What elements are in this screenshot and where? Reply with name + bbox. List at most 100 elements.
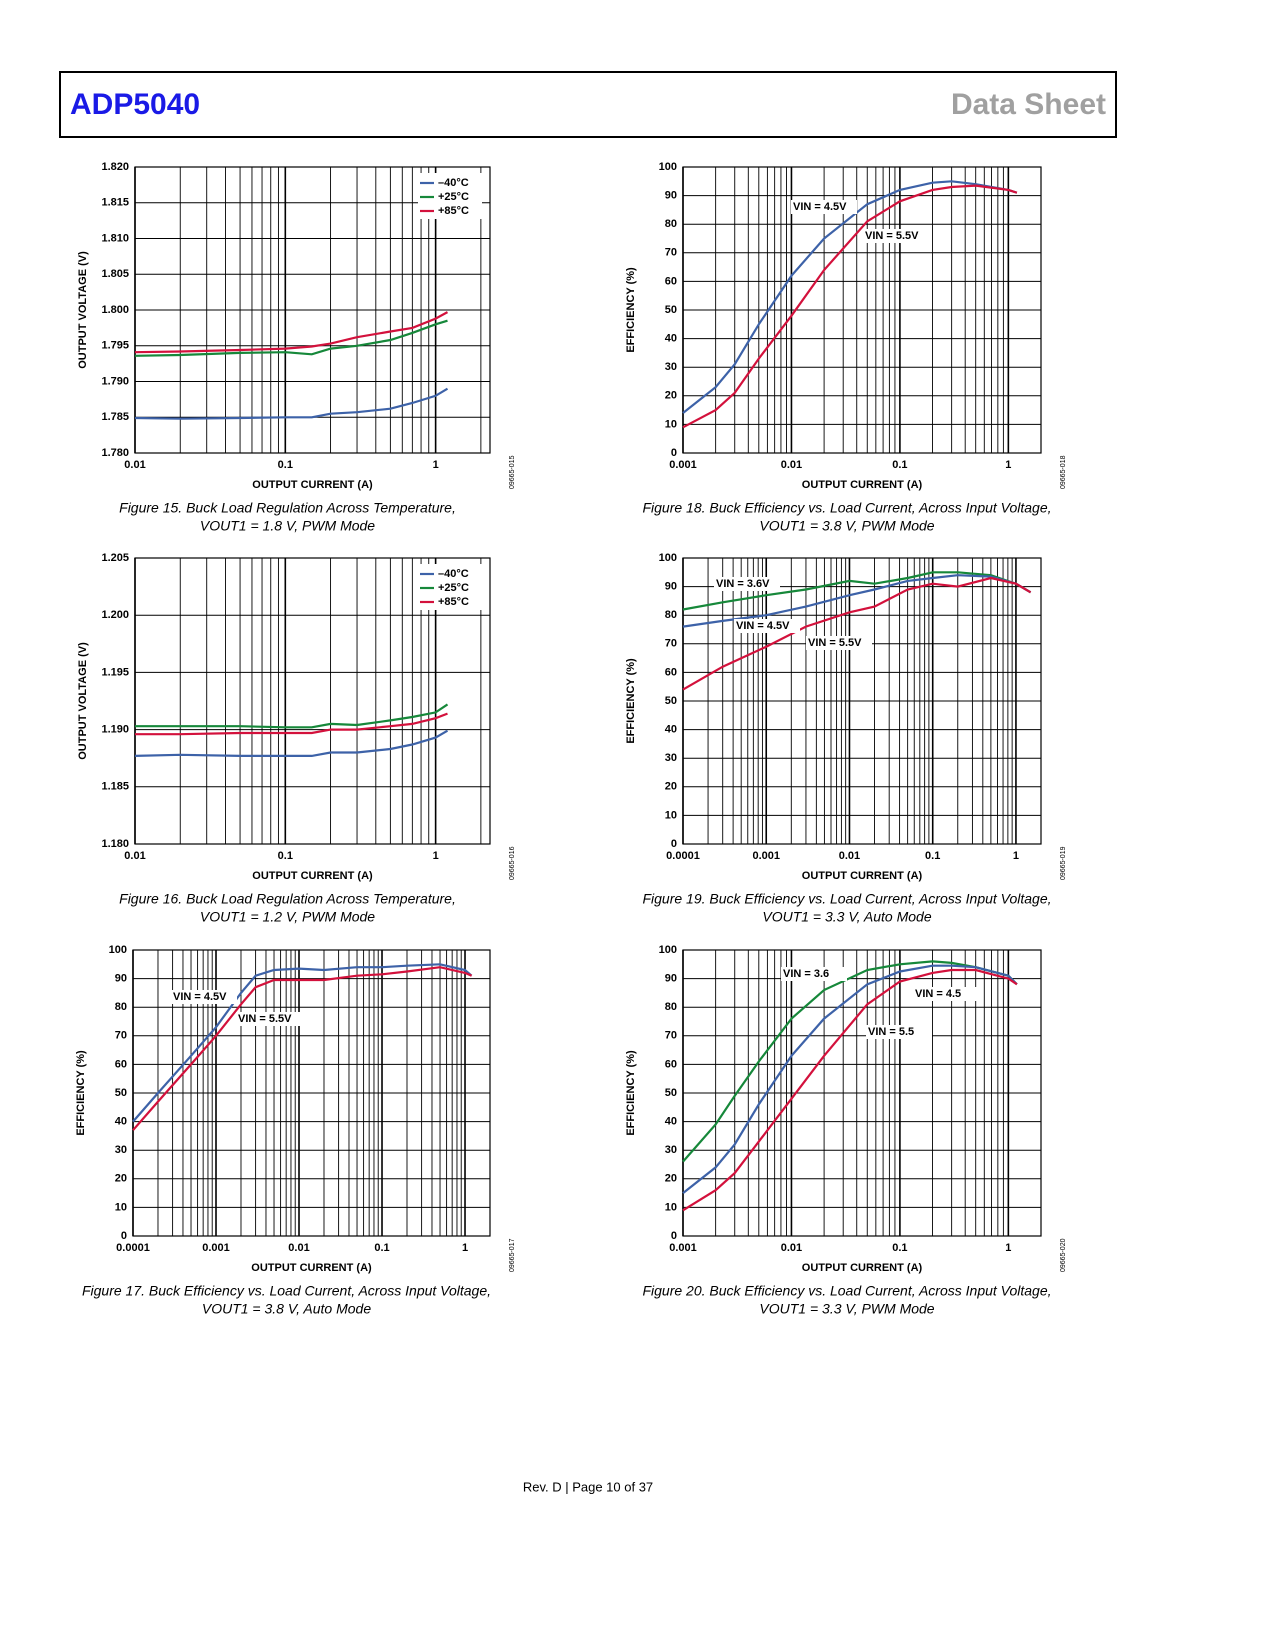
series-annotation: VIN = 5.5 (868, 1026, 914, 1038)
data-line (132, 963, 473, 1123)
y-axis-label: OUTPUT VOLTAGE (V) (77, 642, 89, 760)
y-tick-label: 1.190 (101, 724, 129, 736)
annotation-bg (866, 1025, 932, 1039)
y-tick-label: 40 (665, 724, 677, 736)
y-tick-label: 100 (659, 944, 677, 956)
series-annotation: VIN = 5.5V (238, 1013, 292, 1025)
y-tick-label: 60 (665, 275, 677, 287)
figure-code: 09665-015 (509, 455, 516, 489)
y-axis-label: EFFICIENCY (%) (625, 267, 637, 353)
y-tick-label: 1.800 (101, 304, 129, 316)
y-tick-label: 1.195 (101, 666, 129, 678)
x-axis-label: OUTPUT CURRENT (A) (251, 1262, 372, 1274)
y-tick-label: 50 (665, 304, 677, 316)
x-tick-label: 0.01 (839, 850, 860, 862)
figure-caption: VOUT1 = 1.8 V, PWM Mode (200, 518, 375, 534)
annotation-bg (863, 229, 929, 243)
figure-caption: VOUT1 = 3.8 V, PWM Mode (759, 518, 934, 534)
y-tick-label: 100 (109, 944, 127, 956)
series-annotation: VIN = 4.5V (173, 991, 227, 1003)
legend-label: +85°C (438, 205, 469, 217)
data-line (682, 968, 1018, 1212)
figure-caption: Figure 16. Buck Load Regulation Across T… (119, 891, 456, 907)
x-tick-label: 0.001 (202, 1242, 230, 1254)
figure-caption: Figure 18. Buck Efficiency vs. Load Curr… (642, 500, 1051, 516)
y-tick-label: 80 (115, 1001, 127, 1013)
data-line (682, 576, 1032, 691)
legend-label: +25°C (438, 582, 469, 594)
y-axis-label: EFFICIENCY (%) (625, 1050, 637, 1136)
y-tick-label: 30 (115, 1144, 127, 1156)
x-tick-label: 1 (1005, 1242, 1011, 1254)
data-line (134, 729, 449, 757)
series-annotation: VIN = 4.5V (793, 201, 847, 213)
figure-caption: Figure 17. Buck Efficiency vs. Load Curr… (82, 1283, 491, 1299)
figure-caption: VOUT1 = 3.8 V, Auto Mode (202, 1301, 371, 1317)
y-tick-label: 50 (115, 1087, 127, 1099)
x-tick-label: 0.1 (892, 459, 907, 471)
y-tick-label: 0 (671, 1230, 677, 1242)
data-line (682, 574, 1032, 628)
y-tick-label: 60 (665, 1058, 677, 1070)
x-tick-label: 0.01 (781, 459, 802, 471)
series-annotation: VIN = 4.5 (915, 988, 961, 1000)
y-tick-label: 60 (665, 666, 677, 678)
y-tick-label: 30 (665, 1144, 677, 1156)
figure-code: 09665-016 (509, 846, 516, 880)
y-tick-label: 0 (671, 447, 677, 459)
data-line (134, 311, 449, 354)
data-line (682, 180, 1018, 414)
y-tick-label: 10 (115, 1201, 127, 1213)
x-tick-label: 1 (433, 459, 439, 471)
data-line (134, 387, 449, 420)
y-tick-label: 20 (665, 781, 677, 793)
legend-label: –40°C (438, 568, 469, 580)
y-tick-label: 80 (665, 1001, 677, 1013)
x-tick-label: 0.0001 (116, 1242, 150, 1254)
y-tick-label: 1.795 (101, 340, 129, 352)
y-tick-label: 50 (665, 1087, 677, 1099)
series-annotation: VIN = 4.5V (736, 620, 790, 632)
figure-code: 09665-019 (1060, 846, 1067, 880)
x-tick-label: 0.1 (278, 459, 293, 471)
annotation-bg (791, 200, 857, 214)
y-tick-label: 1.185 (101, 781, 129, 793)
figure-caption: VOUT1 = 3.3 V, Auto Mode (762, 909, 931, 925)
annotation-bg (913, 987, 979, 1001)
x-tick-label: 1 (433, 850, 439, 862)
y-tick-label: 80 (665, 609, 677, 621)
legend-label: –40°C (438, 177, 469, 189)
y-tick-label: 10 (665, 809, 677, 821)
x-tick-label: 0.1 (278, 850, 293, 862)
x-tick-label: 0.1 (925, 850, 940, 862)
y-tick-label: 90 (115, 973, 127, 985)
y-tick-label: 0 (121, 1230, 127, 1242)
legend-label: +25°C (438, 191, 469, 203)
figure-code: 09665-020 (1060, 1238, 1067, 1272)
y-tick-label: 90 (665, 581, 677, 593)
y-tick-label: 30 (665, 752, 677, 764)
y-tick-label: 50 (665, 695, 677, 707)
x-tick-label: 1 (462, 1242, 468, 1254)
x-tick-label: 0.01 (781, 1242, 802, 1254)
doc-title: ADP5040 (70, 88, 200, 121)
y-tick-label: 70 (665, 247, 677, 259)
y-tick-label: 0 (671, 838, 677, 850)
y-tick-label: 10 (665, 418, 677, 430)
x-tick-label: 0.01 (124, 459, 145, 471)
y-tick-label: 70 (665, 638, 677, 650)
annotation-bg (171, 990, 237, 1004)
y-tick-label: 40 (665, 333, 677, 345)
annotation-bg (236, 1012, 302, 1026)
y-tick-label: 1.785 (101, 411, 129, 423)
y-tick-label: 1.810 (101, 232, 129, 244)
x-tick-label: 0.1 (892, 1242, 907, 1254)
y-axis-label: EFFICIENCY (%) (625, 658, 637, 744)
y-tick-label: 1.780 (101, 447, 129, 459)
data-line (132, 966, 473, 1131)
figure-caption: VOUT1 = 1.2 V, PWM Mode (200, 909, 375, 925)
y-axis-label: EFFICIENCY (%) (75, 1050, 87, 1136)
y-tick-label: 1.815 (101, 197, 129, 209)
x-axis-label: OUTPUT CURRENT (A) (252, 870, 373, 882)
